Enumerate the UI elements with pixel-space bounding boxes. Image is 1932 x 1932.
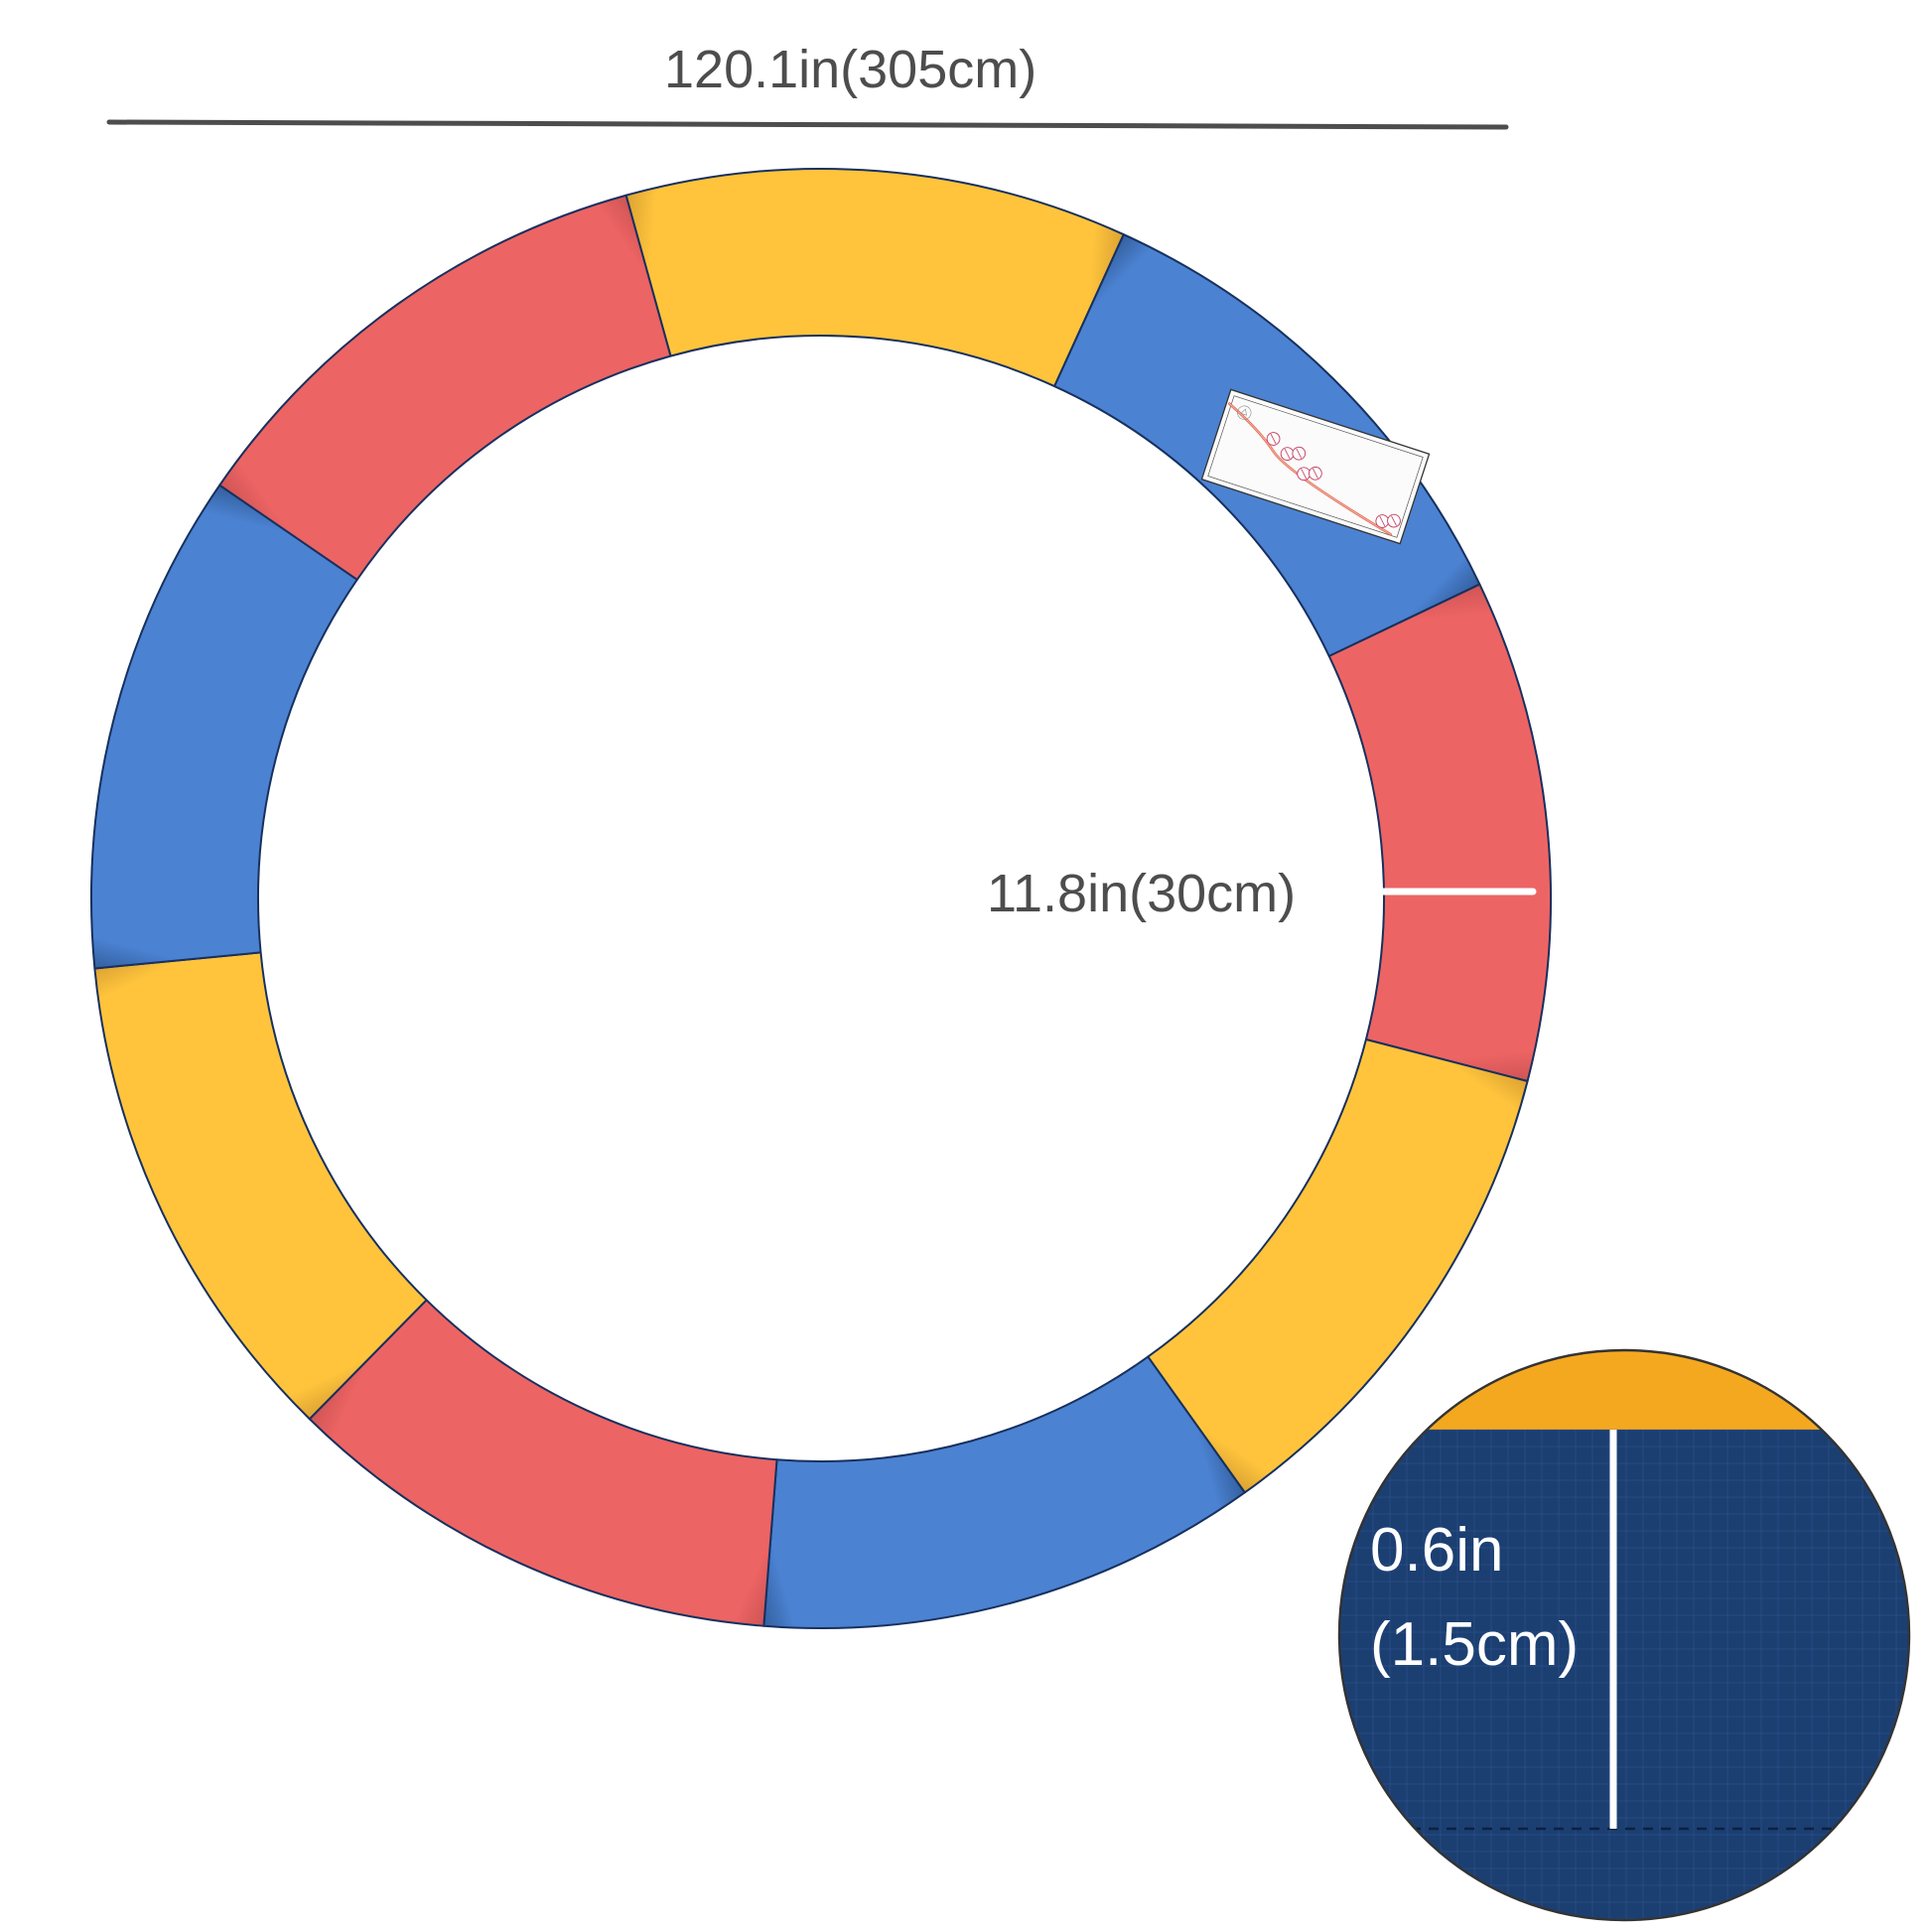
svg-text:120.1in(305cm): 120.1in(305cm) bbox=[664, 40, 1036, 99]
svg-text:0.6in: 0.6in bbox=[1370, 1516, 1503, 1585]
svg-text:(1.5cm): (1.5cm) bbox=[1370, 1610, 1579, 1679]
svg-text:11.8in(30cm): 11.8in(30cm) bbox=[987, 864, 1296, 923]
